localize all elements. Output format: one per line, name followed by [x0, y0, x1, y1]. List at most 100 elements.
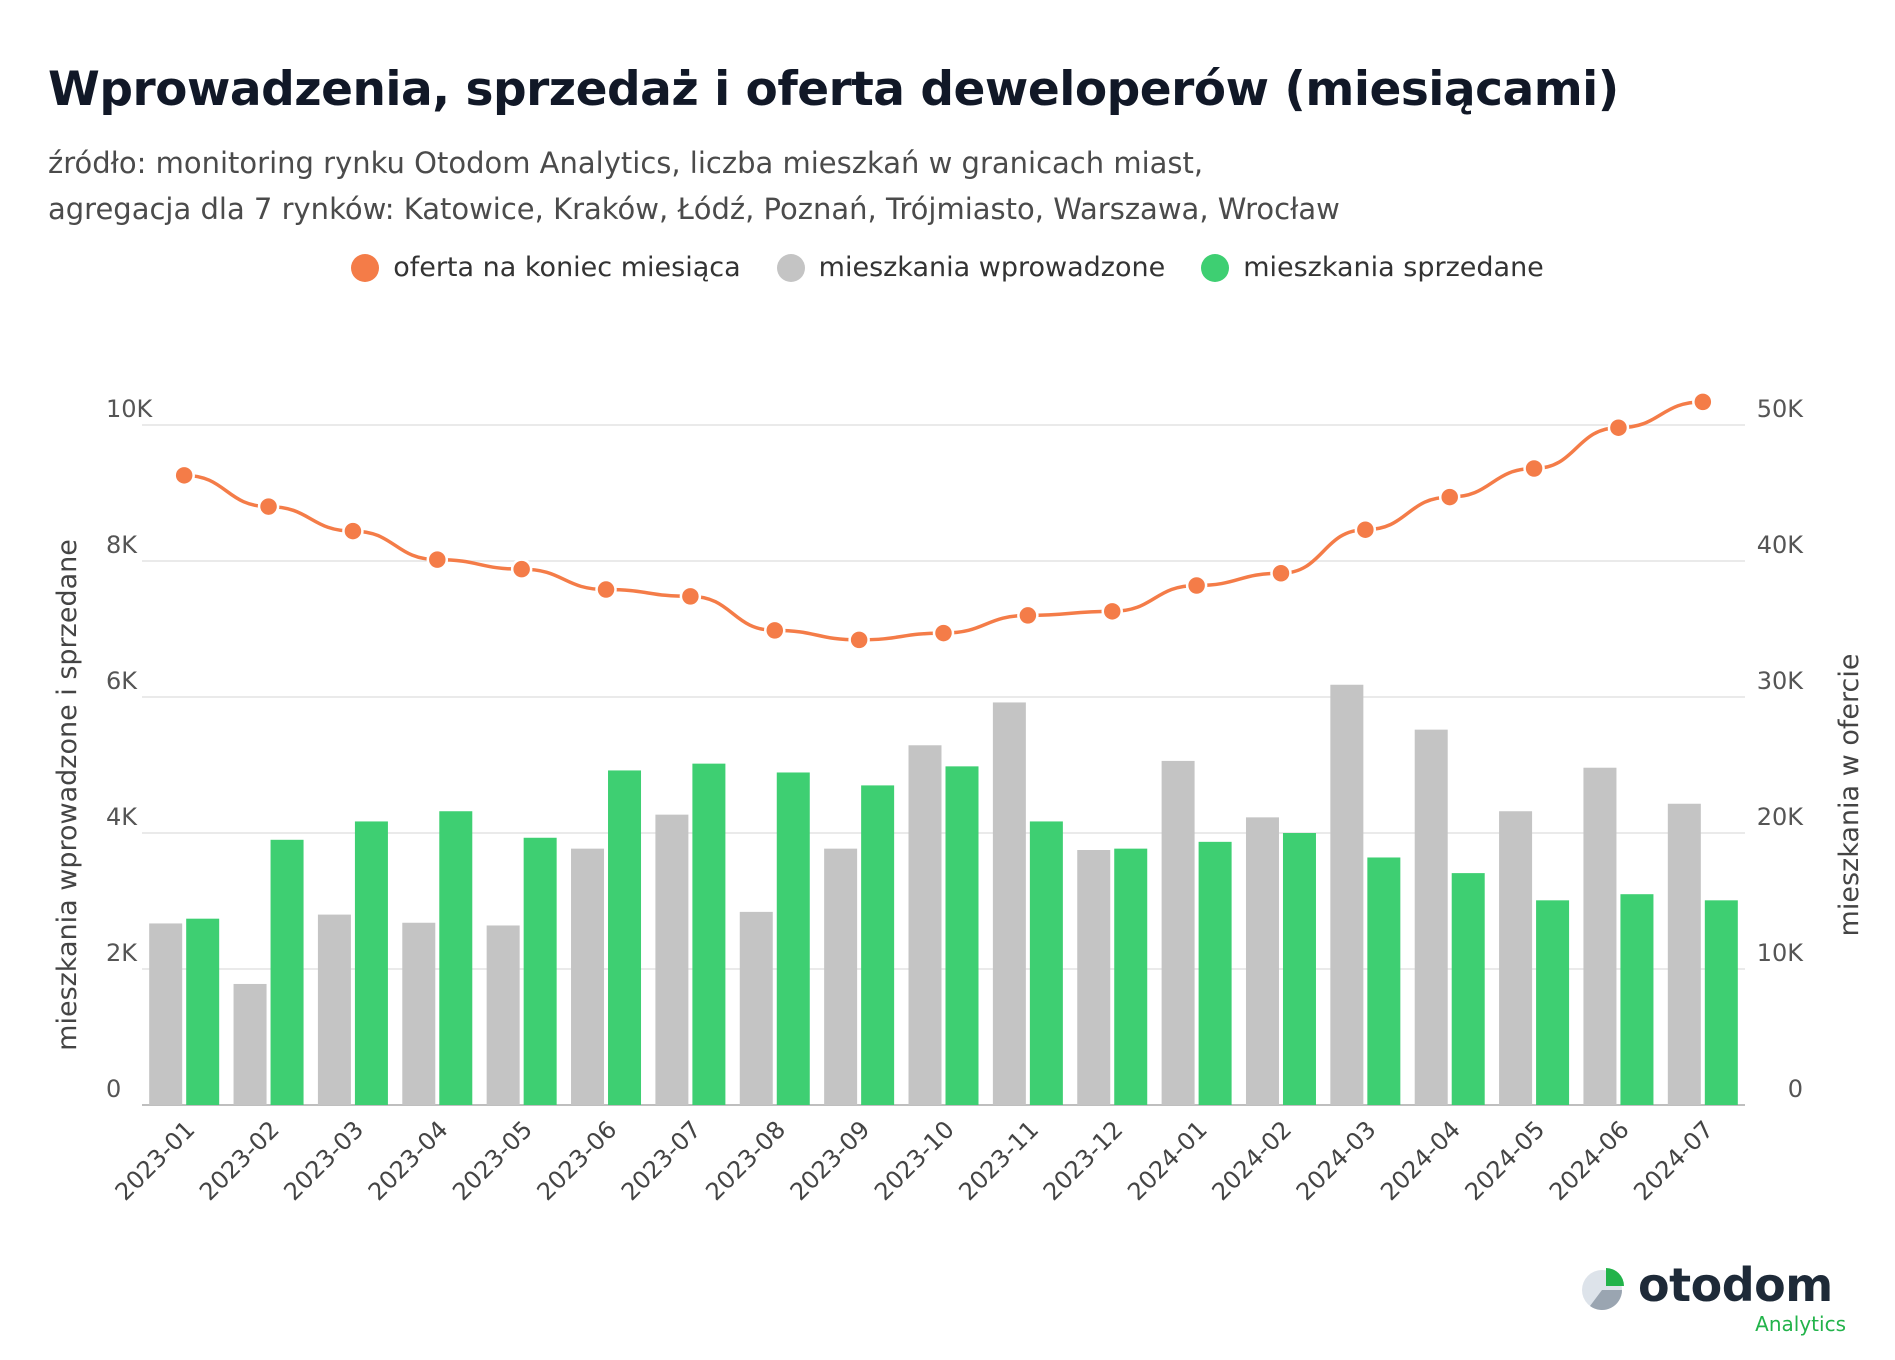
bar-sold	[1029, 821, 1063, 1105]
chart-title: Wprowadzenia, sprzedaż i oferta dewelope…	[48, 62, 1619, 117]
bar-sold	[861, 785, 895, 1105]
y-right-axis-title: mieszkania w ofercie	[1834, 654, 1865, 937]
offer-point	[764, 619, 786, 642]
x-tick-label: 2024-04	[1375, 1115, 1466, 1206]
bar-introduced	[1499, 811, 1533, 1105]
x-tick-label: 2023-12	[1038, 1115, 1129, 1206]
legend-item-offer: oferta na koniec miesiąca	[351, 252, 741, 283]
legend-item-sold: mieszkania sprzedane	[1201, 252, 1544, 283]
bar-introduced	[1667, 803, 1701, 1105]
y-left-tick-label: 10K	[106, 395, 154, 423]
x-tick-label: 2023-08	[700, 1115, 791, 1206]
offer-point	[257, 495, 280, 518]
bar-sold	[354, 821, 388, 1105]
bar-introduced	[1077, 850, 1111, 1105]
x-tick-label: 2024-05	[1460, 1115, 1551, 1206]
bar-sold	[1114, 848, 1148, 1105]
offer-point	[848, 629, 870, 651]
x-tick-label: 2023-03	[278, 1115, 369, 1206]
x-tick-label: 2023-07	[616, 1115, 707, 1206]
x-tick-label: 2023-09	[785, 1115, 876, 1206]
offer-point	[1692, 391, 1714, 413]
chart-subtitle-line-2: agregacja dla 7 rynków: Katowice, Kraków…	[48, 192, 1340, 226]
offer-point	[595, 578, 617, 601]
bar-introduced	[1161, 760, 1195, 1105]
bar-sold	[945, 766, 979, 1105]
otodom-logo-icon	[1582, 1268, 1624, 1310]
bar-introduced	[486, 925, 520, 1105]
chart-subtitle-line-1: źródło: monitoring rynku Otodom Analytic…	[48, 146, 1204, 180]
bar-sold	[1451, 873, 1485, 1105]
legend-item-introduced: mieszkania wprowadzone	[776, 252, 1166, 283]
offer-point	[1017, 604, 1039, 627]
bar-sold	[186, 918, 220, 1105]
bar-sold	[439, 811, 473, 1105]
y-left-tick-label: 6K	[106, 667, 138, 695]
x-tick-label: 2023-05	[447, 1115, 538, 1206]
x-tick-label: 2024-07	[1628, 1115, 1719, 1206]
y-right-tick-label: 20K	[1757, 803, 1805, 831]
bar-introduced	[1414, 729, 1448, 1105]
bar-introduced	[233, 983, 267, 1105]
offer-point	[1270, 562, 1292, 584]
x-tick-label: 2023-01	[110, 1115, 201, 1206]
bar-introduced	[317, 914, 351, 1105]
offer-point	[173, 464, 195, 487]
bar-sold	[608, 770, 642, 1105]
offer-point	[1101, 600, 1123, 623]
y-left-tick-label: 0	[106, 1075, 121, 1103]
x-tick-label: 2023-10	[869, 1115, 960, 1206]
offer-line	[184, 400, 1703, 642]
otodom-logo: otodom Analytics	[1580, 1258, 1850, 1338]
bar-introduced	[571, 848, 605, 1105]
bar-sold	[523, 837, 557, 1105]
offer-point	[1607, 416, 1630, 439]
legend-dot-introduced	[776, 253, 805, 282]
offer-point	[1354, 518, 1377, 541]
offer-point	[932, 622, 955, 644]
bar-introduced	[402, 922, 436, 1105]
legend-dot-sold	[1201, 253, 1230, 282]
y-left-tick-label: 8K	[106, 531, 138, 559]
x-tick-label: 2023-02	[194, 1115, 285, 1206]
y-right-tick-label: 0	[1788, 1075, 1803, 1103]
x-tick-label: 2024-03	[1291, 1115, 1382, 1206]
bar-sold	[1704, 900, 1738, 1105]
bar-introduced	[655, 814, 689, 1105]
offer-point	[679, 585, 702, 608]
y-left-axis-title: mieszkania wprowadzone i sprzedane	[52, 539, 83, 1051]
otodom-logo-word: otodom	[1638, 1258, 1833, 1312]
offer-point	[1523, 457, 1545, 480]
bar-introduced	[1330, 684, 1364, 1105]
bar-introduced	[1245, 817, 1279, 1105]
otodom-logo-sub: Analytics	[1755, 1312, 1846, 1336]
x-tick-label: 2023-06	[532, 1115, 623, 1206]
offer-point	[1438, 486, 1461, 508]
bar-sold	[1367, 857, 1401, 1105]
legend-label-introduced: mieszkania wprowadzone	[818, 252, 1166, 283]
offer-point	[1185, 574, 1208, 597]
offer-point	[510, 558, 533, 580]
bar-sold	[1282, 833, 1316, 1105]
bar-introduced	[908, 745, 942, 1105]
bar-sold	[692, 763, 726, 1105]
bar-introduced	[739, 911, 773, 1105]
offer-point	[342, 520, 364, 542]
x-tick-label: 2024-02	[1207, 1115, 1298, 1206]
bar-introduced	[149, 923, 183, 1105]
y-left-tick-label: 4K	[106, 803, 138, 831]
bar-introduced	[824, 848, 858, 1105]
bar-sold	[1536, 900, 1570, 1105]
y-left-tick-label: 2K	[106, 939, 138, 967]
x-tick-label: 2024-06	[1544, 1115, 1635, 1206]
chart-legend: oferta na koniec miesiąca mieszkania wpr…	[0, 252, 1895, 283]
offer-point	[426, 548, 449, 571]
legend-label-offer: oferta na koniec miesiąca	[393, 252, 741, 283]
legend-label-sold: mieszkania sprzedane	[1243, 252, 1544, 283]
x-tick-label: 2023-11	[953, 1115, 1044, 1206]
y-right-tick-label: 50K	[1757, 395, 1805, 423]
legend-dot-offer	[351, 253, 380, 282]
bar-sold	[776, 772, 810, 1105]
bar-sold	[1620, 894, 1654, 1105]
